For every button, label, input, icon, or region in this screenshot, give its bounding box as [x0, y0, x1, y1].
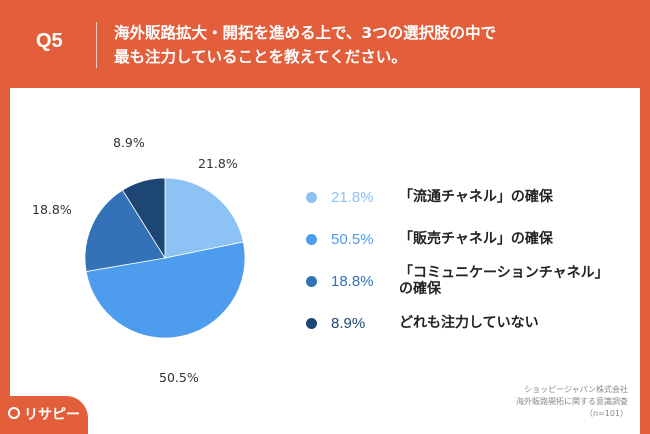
legend-label-3-line-2: の確保 — [399, 281, 441, 297]
pie-slice-1 — [164, 177, 244, 259]
pie-chart — [84, 177, 246, 339]
pie-label-slice-2: 50.5% — [159, 370, 199, 385]
legend-label-3: 「コミュニケーションチャネル」 の確保 — [399, 265, 609, 297]
pie-slice-2 — [85, 241, 246, 339]
legend-swatch-4 — [306, 317, 317, 329]
pie-label-slice-1: 21.8% — [198, 156, 238, 171]
source-line-3: （n=101） — [584, 409, 628, 418]
question-number: Q5 — [36, 30, 63, 52]
legend-percent-4: 8.9% — [331, 314, 366, 332]
source-line-1: ショッピージャパン株式会社 — [524, 385, 628, 394]
source-line-2: 海外販路開拓に関する意識調査 — [516, 397, 628, 406]
legend-item-1: 21.8% 「流通チャネル」の確保 — [306, 181, 646, 213]
legend-item-2: 50.5% 「販売チャネル」の確保 — [306, 223, 646, 255]
legend-percent-3: 18.8% — [331, 272, 374, 290]
brand-pin-icon — [8, 407, 20, 419]
legend-swatch-1 — [306, 191, 317, 203]
pie-slice-3 — [84, 189, 166, 272]
legend-label-1: 「流通チャネル」の確保 — [399, 189, 553, 205]
header: Q5 海外販路拡大・開拓を進める上で、3つの選択肢の中で 最も注力していることを… — [0, 0, 650, 88]
header-divider — [96, 22, 97, 68]
legend-swatch-3 — [306, 275, 317, 287]
source-note: ショッピージャパン株式会社 海外販路開拓に関する意識調査 （n=101） — [516, 384, 628, 420]
chart-panel: 21.8% 50.5% 18.8% 8.9% 21.8% 「流通チャネル」の確保… — [10, 88, 640, 434]
question-line-2: 最も注力していることを教えてください。 — [114, 48, 407, 66]
pie-label-slice-4: 8.9% — [113, 135, 145, 150]
legend-percent-2: 50.5% — [331, 230, 374, 248]
legend-label-3-line-1: 「コミュニケーションチャネル」 — [399, 265, 609, 281]
legend-percent-1: 21.8% — [331, 188, 374, 206]
legend-label-4: どれも注力していない — [399, 315, 539, 331]
legend-label-2: 「販売チャネル」の確保 — [399, 231, 553, 247]
brand-name: リサピー — [24, 407, 80, 423]
brand-badge: リサピー — [0, 396, 88, 434]
legend-item-3: 18.8% 「コミュニケーションチャネル」 の確保 — [306, 265, 646, 297]
legend-item-4: 8.9% どれも注力していない — [306, 307, 646, 339]
question-text: 海外販路拡大・開拓を進める上で、3つの選択肢の中で 最も注力していることを教えて… — [114, 21, 634, 69]
legend-swatch-2 — [306, 233, 317, 245]
pie-label-slice-3: 18.8% — [32, 202, 72, 217]
pie-slice-4 — [122, 177, 166, 260]
question-line-1: 海外販路拡大・開拓を進める上で、3つの選択肢の中で — [114, 24, 497, 42]
